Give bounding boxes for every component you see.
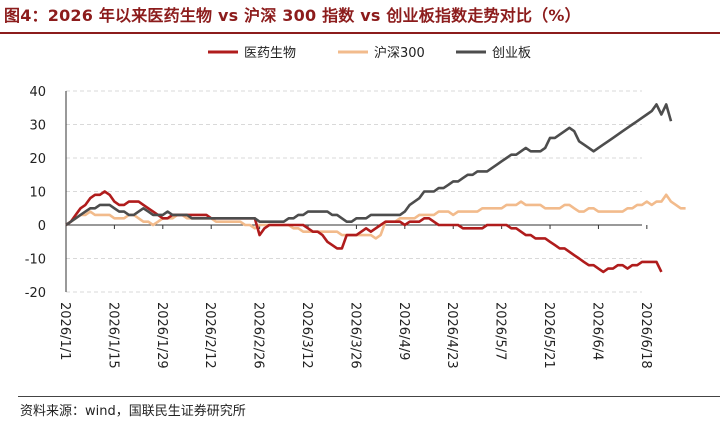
figure-title: 图4：2026 年以来医药生物 vs 沪深 300 指数 vs 创业板指数走势对… xyxy=(4,6,581,25)
series-lines xyxy=(65,103,686,274)
y-axis: -20 -10 0 10 20 30 40 xyxy=(25,85,67,301)
x-tick-label: 2026/1/29 xyxy=(154,302,169,369)
x-tick-label: 2026/5/7 xyxy=(493,302,508,360)
x-tick-label: 2026/3/12 xyxy=(299,302,314,369)
y-tick-label: -10 xyxy=(25,253,46,268)
y-tick-label: 30 xyxy=(29,119,46,134)
y-tick-label: -20 xyxy=(25,286,46,301)
x-tick-label: 2026/5/21 xyxy=(541,302,556,369)
y-tick-label: 20 xyxy=(29,152,46,167)
series-line-2 xyxy=(65,103,673,227)
legend-label: 沪深300 xyxy=(374,45,425,61)
legend-label: 创业板 xyxy=(492,46,531,61)
x-tick-label: 2026/1/15 xyxy=(105,302,120,369)
y-tick-label: 40 xyxy=(29,85,46,100)
x-tick-label: 2026/4/9 xyxy=(396,302,411,360)
y-tick-label: 0 xyxy=(38,219,46,234)
x-tick-label: 2026/6/18 xyxy=(638,302,653,369)
x-tick-label: 2026/6/4 xyxy=(589,302,604,360)
x-tick-label: 2026/2/26 xyxy=(251,302,266,369)
source-rule xyxy=(18,396,720,397)
x-axis: 2026/1/1 2026/1/15 2026/1/29 2026/2/12 2026/… xyxy=(57,224,653,369)
x-tick-label: 2026/1/1 xyxy=(57,302,72,360)
gridlines xyxy=(66,90,642,293)
x-tick-label: 2026/3/26 xyxy=(347,302,362,369)
title-rule xyxy=(0,32,720,34)
legend-label: 医药生物 xyxy=(244,46,296,61)
x-tick-label: 2026/2/12 xyxy=(202,302,217,369)
x-tick-label: 2026/4/23 xyxy=(444,302,459,369)
source-note: 资料来源：wind，国联民生证券研究所 xyxy=(20,404,246,419)
legend: 医药生物 沪深300 创业板 xyxy=(208,45,531,61)
y-tick-label: 10 xyxy=(29,186,46,201)
series-line-0 xyxy=(65,190,663,274)
